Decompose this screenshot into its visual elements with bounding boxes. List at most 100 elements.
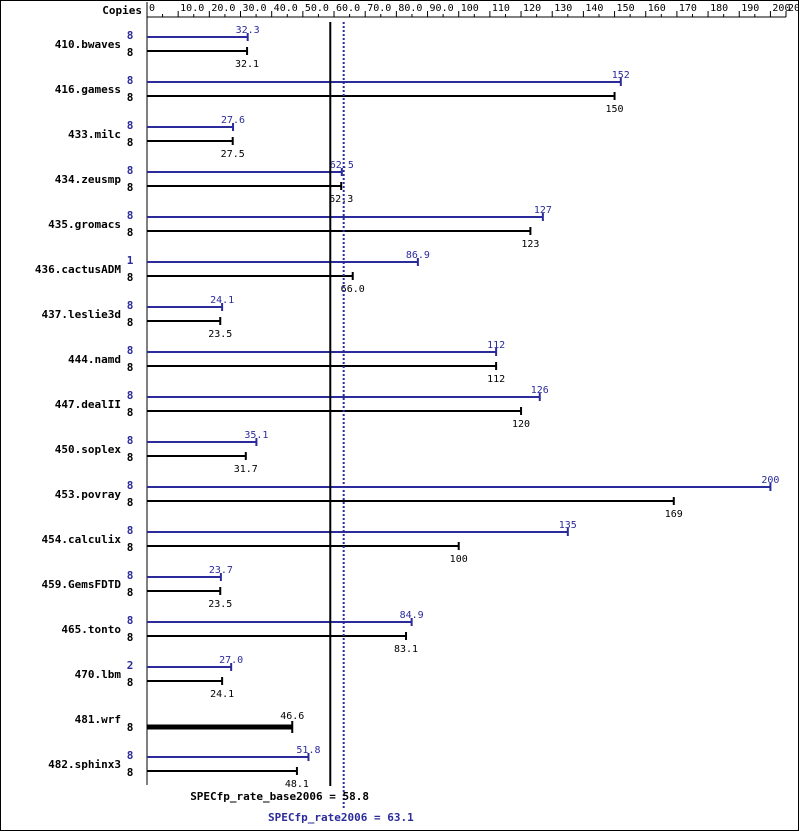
benchmark-row: 447.dealII 8 126 8 120 (55, 385, 549, 430)
peak-copies: 8 (127, 74, 134, 87)
benchmark-name: 436.cactusADM (35, 263, 121, 276)
base-value-label: 48.1 (285, 779, 309, 790)
tick-label: 70.0 (367, 3, 391, 14)
tick-label: 170 (679, 3, 697, 14)
benchmark-name: 433.milc (68, 128, 121, 141)
benchmark-row: 444.namd 8 112 8 112 (68, 340, 505, 385)
peak-value-label: 35.1 (244, 430, 268, 441)
benchmark-name: 434.zeusmp (55, 173, 122, 186)
base-value-label: 123 (521, 239, 539, 250)
base-value-label: 32.1 (235, 59, 259, 70)
base-value-label: 31.7 (234, 464, 258, 475)
base-copies: 8 (127, 451, 134, 464)
tick-label: 0 (149, 3, 155, 14)
benchmark-row: 410.bwaves 8 32.3 8 32.1 (55, 25, 260, 70)
benchmark-row: 434.zeusmp 8 62.5 8 62.3 (55, 160, 354, 205)
benchmark-row: 465.tonto 8 84.9 8 83.1 (61, 610, 423, 655)
benchmark-row: 454.calculix 8 135 8 100 (42, 520, 577, 565)
base-copies: 8 (127, 676, 134, 689)
benchmark-row: 482.sphinx3 8 51.8 8 48.1 (48, 745, 320, 790)
peak-copies: 8 (127, 299, 134, 312)
tick-label: 100 (461, 3, 479, 14)
peak-value-label: 23.7 (209, 565, 233, 576)
peak-copies: 1 (127, 254, 134, 267)
benchmark-name: 470.lbm (75, 668, 122, 681)
benchmark-name: 481.wrf (75, 713, 121, 726)
benchmark-row: 433.milc 8 27.6 8 27.5 (68, 115, 245, 160)
benchmark-name: 459.GemsFDTD (42, 578, 122, 591)
base-copies: 8 (127, 631, 134, 644)
peak-value-label: 135 (559, 520, 577, 531)
base-value-label: 27.5 (221, 149, 245, 160)
tick-label: 20.0 (211, 3, 235, 14)
base-copies: 8 (127, 361, 134, 374)
tick-label: 190 (741, 3, 759, 14)
peak-copies: 8 (127, 29, 134, 42)
tick-label: 50.0 (305, 3, 329, 14)
tick-label: 40.0 (274, 3, 298, 14)
base-value-label: 66.0 (341, 284, 365, 295)
base-value-label: 24.1 (210, 689, 234, 700)
benchmark-name: 450.soplex (55, 443, 122, 456)
peak-copies: 8 (127, 749, 134, 762)
tick-label: 110 (492, 3, 510, 14)
base-copies: 8 (127, 91, 134, 104)
peak-value-label: 126 (531, 385, 549, 396)
peak-value-label: 200 (761, 475, 779, 486)
base-copies: 8 (127, 586, 134, 599)
peak-copies: 8 (127, 434, 134, 447)
base-copies: 8 (127, 226, 134, 239)
peak-copies: 8 (127, 479, 134, 492)
peak-copies: 8 (127, 389, 134, 402)
peak-value-label: 24.1 (210, 295, 234, 306)
tick-label: 60.0 (336, 3, 360, 14)
base-copies: 8 (127, 406, 134, 419)
tick-label: 120 (523, 3, 541, 14)
reference-lines: SPECfp_rate_base2006 = 58.8 SPECfp_rate20… (190, 22, 414, 824)
tick-label: 30.0 (243, 3, 267, 14)
peak-summary-label: SPECfp_rate2006 = 63.1 (268, 811, 414, 824)
tick-label: 205 (788, 3, 799, 14)
base-copies: 8 (127, 496, 134, 509)
tick-label: 160 (648, 3, 666, 14)
peak-value-label: 152 (612, 70, 630, 81)
x-axis: 0 10.0 20.0 30.0 40.0 50.0 60.0 70.0 80.0 90.0 100… (146, 2, 799, 785)
benchmark-row: 416.gamess 8 152 8 150 (55, 70, 630, 115)
benchmark-row: 481.wrf 8 46.6 (75, 711, 305, 734)
tick-label: 10.0 (180, 3, 204, 14)
base-copies: 8 (127, 271, 134, 284)
benchmark-name: 435.gromacs (48, 218, 121, 231)
base-copies: 8 (127, 316, 134, 329)
base-copies: 8 (127, 721, 134, 734)
peak-copies: 8 (127, 344, 134, 357)
peak-value-label: 112 (487, 340, 505, 351)
peak-copies: 2 (127, 659, 134, 672)
copies-header: Copies (102, 4, 142, 17)
benchmark-row: 435.gromacs 8 127 8 123 (48, 205, 552, 250)
peak-value-label: 62.5 (330, 160, 354, 171)
peak-value-label: 51.8 (296, 745, 320, 756)
base-value-label: 100 (450, 554, 468, 565)
peak-value-label: 84.9 (400, 610, 424, 621)
benchmark-row: 437.leslie3d 8 24.1 8 23.5 (42, 295, 235, 340)
tick-label: 150 (617, 3, 635, 14)
base-value-label: 23.5 (208, 329, 232, 340)
peak-copies: 8 (127, 614, 134, 627)
benchmark-row: 453.povray 8 200 8 169 (55, 475, 780, 520)
benchmark-row: 459.GemsFDTD 8 23.7 8 23.5 (42, 565, 233, 610)
tick-label: 90.0 (430, 3, 454, 14)
benchmark-row: 450.soplex 8 35.1 8 31.7 (55, 430, 269, 475)
base-value-label: 23.5 (208, 599, 232, 610)
benchmark-name: 410.bwaves (55, 38, 121, 51)
tick-label: 180 (710, 3, 728, 14)
peak-copies: 8 (127, 119, 134, 132)
peak-value-label: 32.3 (236, 25, 260, 36)
peak-value-label: 86.9 (406, 250, 430, 261)
benchmark-row: 436.cactusADM 1 86.9 8 66.0 (35, 250, 430, 295)
tick-label: 140 (585, 3, 603, 14)
benchmark-name: 465.tonto (61, 623, 121, 636)
peak-copies: 8 (127, 524, 134, 537)
base-copies: 8 (127, 766, 134, 779)
